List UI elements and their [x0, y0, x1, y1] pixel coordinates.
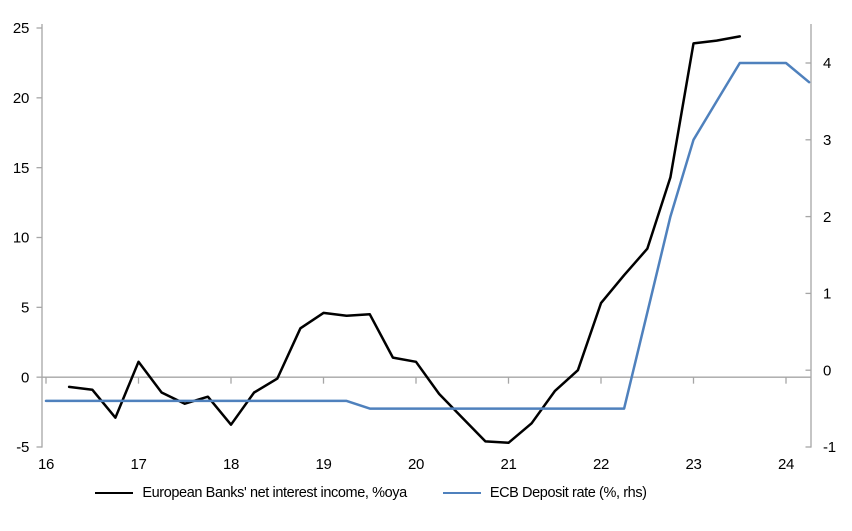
x-axis-tick-label: 20 [408, 456, 424, 473]
left-axis-tick-label: 10 [13, 230, 29, 247]
right-axis-tick-label: 2 [823, 209, 831, 226]
legend-line-swatch-black [95, 492, 134, 495]
x-axis-tick-label: 24 [778, 456, 794, 473]
legend-line-swatch-blue [442, 492, 481, 495]
left-axis-tick-label: 20 [13, 90, 29, 107]
x-axis-tick-label: 17 [130, 456, 146, 473]
x-axis-tick-label: 22 [593, 456, 609, 473]
x-axis-tick-label: 23 [685, 456, 701, 473]
legend-label-ecb: ECB Deposit rate (%, rhs) [489, 485, 647, 501]
right-axis-tick-label: 0 [823, 362, 831, 379]
right-axis-tick-label: -1 [823, 439, 836, 456]
left-axis-tick-label: 5 [21, 300, 29, 317]
x-axis-tick-label: 18 [223, 456, 239, 473]
right-axis-tick-label: 1 [823, 286, 831, 303]
x-axis-tick-label: 21 [500, 456, 516, 473]
right-axis-tick-label: 4 [823, 55, 831, 72]
left-axis-tick-label: 0 [21, 369, 29, 386]
x-axis-tick-label: 19 [315, 456, 331, 473]
x-axis-tick-label: 16 [38, 456, 54, 473]
left-axis-tick-label: 25 [13, 20, 29, 37]
left-axis-tick-label: 15 [13, 160, 29, 177]
legend-label-nii: European Banks' net interest income, %oy… [142, 485, 407, 501]
right-axis-tick-label: 3 [823, 132, 831, 149]
series-line-ecb-deposit-rate [44, 61, 811, 410]
series-line-net-interest-income [67, 35, 742, 445]
legend-item-ecb: ECB Deposit rate (%, rhs) [442, 485, 647, 501]
legend-item-nii: European Banks' net interest income, %oy… [95, 485, 407, 501]
left-axis-tick-label: -5 [16, 439, 29, 456]
chart-legend: European Banks' net interest income, %oy… [0, 486, 852, 501]
